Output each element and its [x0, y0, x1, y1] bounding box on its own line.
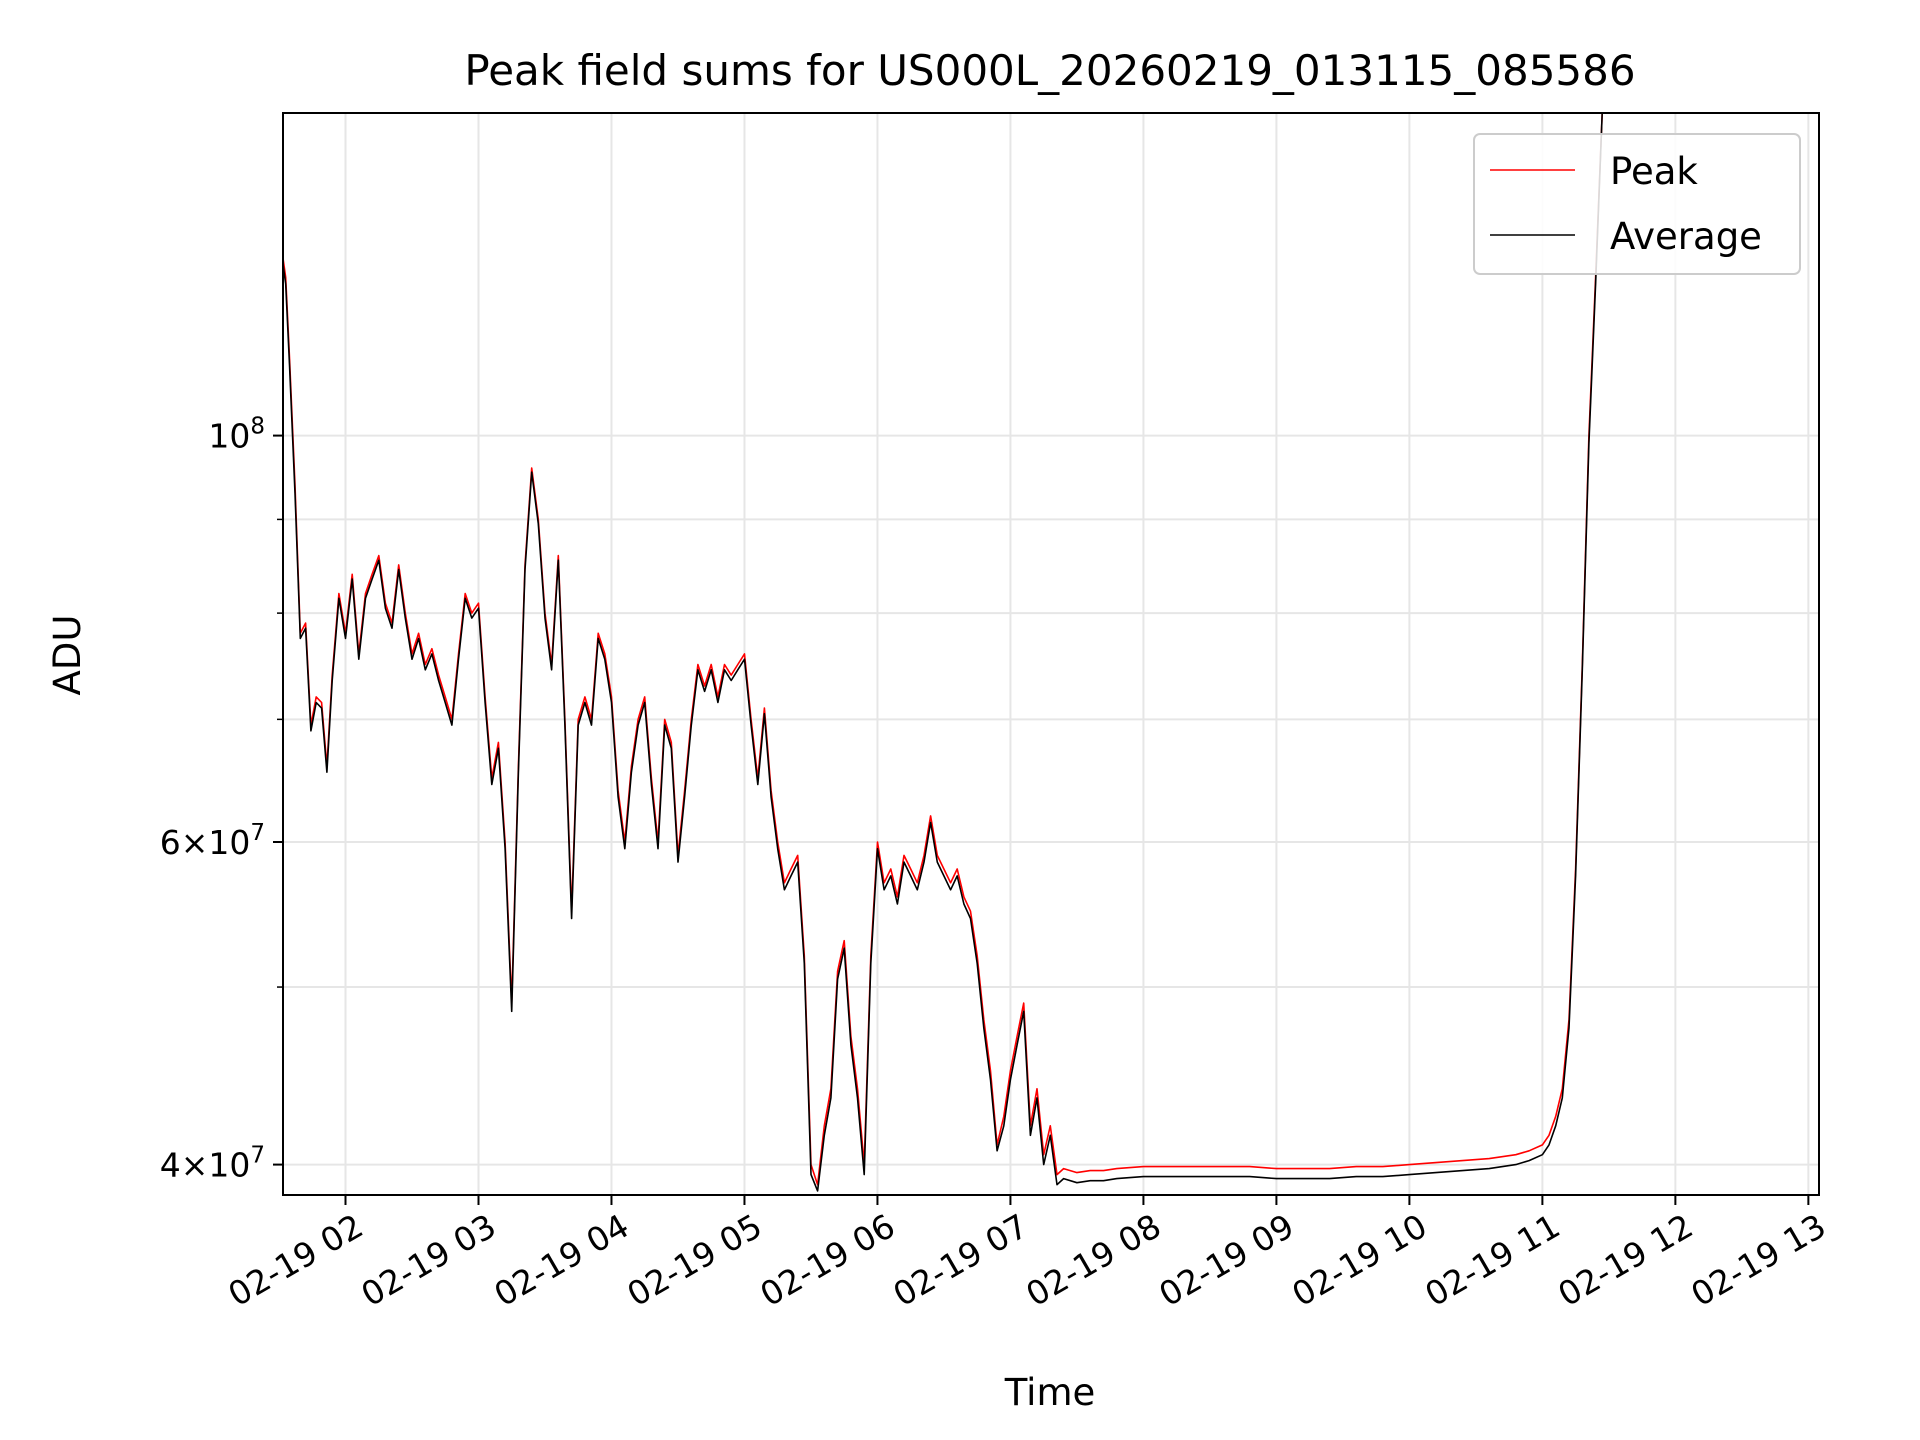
- y-tick-label-base: 4×10: [160, 1146, 251, 1185]
- y-tick-label-base: 10: [208, 417, 250, 456]
- y-tick-label-exponent: 7: [250, 820, 265, 846]
- y-tick-label: 6×107: [160, 820, 265, 862]
- legend-label-peak: Peak: [1610, 150, 1698, 193]
- legend-label-average: Average: [1610, 215, 1762, 258]
- plot-frame: [282, 112, 1820, 1196]
- series-layer: [283, 113, 1603, 1192]
- y-tick-label-base: 6×10: [160, 823, 251, 862]
- x-axis-label: Time: [1004, 1371, 1096, 1414]
- chart-title: Peak field sums for US000L_20260219_0131…: [464, 46, 1635, 95]
- y-tick-label-exponent: 8: [250, 414, 265, 440]
- y-tick-label: 108: [208, 414, 265, 456]
- y-tick-label: 4×107: [160, 1143, 265, 1185]
- legend-box: [1473, 133, 1801, 275]
- series-line-average: [283, 113, 1603, 1192]
- y-tick-label-exponent: 7: [250, 1143, 265, 1169]
- y-axis-label: ADU: [46, 615, 89, 696]
- series-line-peak: [283, 113, 1603, 1186]
- grid-lines: [283, 113, 1819, 1195]
- legend: Peak Average: [1473, 133, 1801, 275]
